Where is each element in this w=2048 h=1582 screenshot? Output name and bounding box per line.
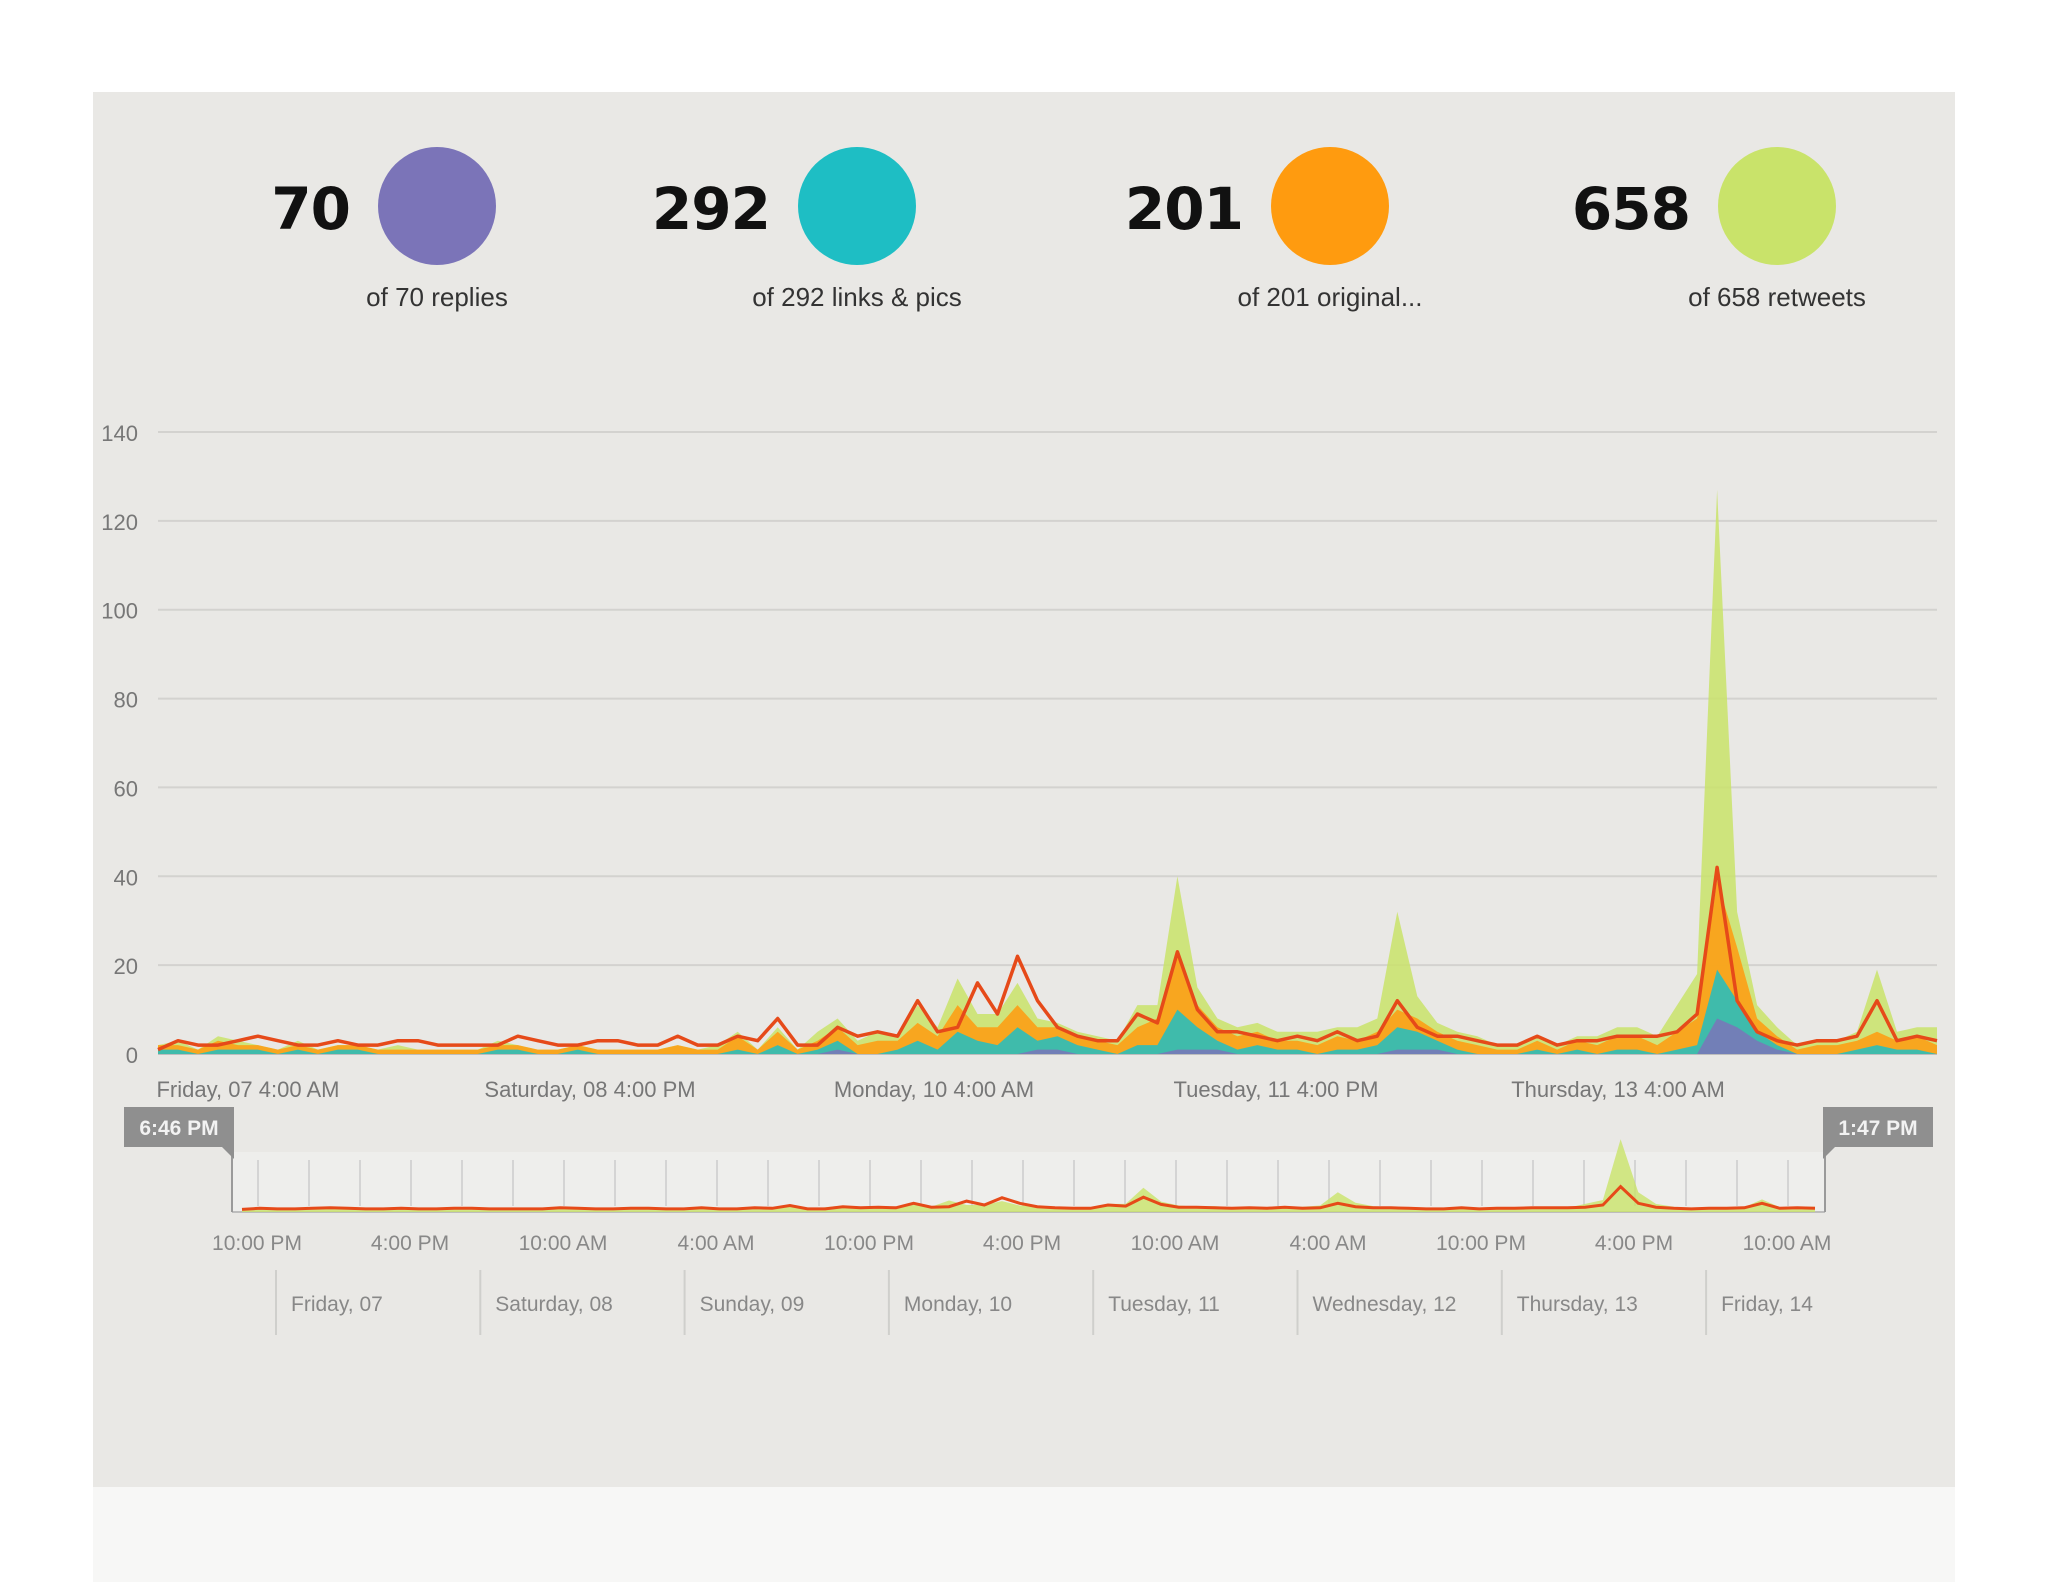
y-tick-label: 100 xyxy=(101,599,138,624)
y-tick-label: 0 xyxy=(126,1043,138,1068)
y-tick-label: 120 xyxy=(101,510,138,535)
stat-caption: of 201 original... xyxy=(1237,282,1423,312)
footer-area xyxy=(93,1487,1955,1582)
y-tick-label: 140 xyxy=(101,421,138,446)
handle-box xyxy=(1823,1107,1933,1147)
area-retweets xyxy=(158,489,1937,1054)
stat-4: 658 of 658 retweets xyxy=(1540,147,1920,337)
navigator-line xyxy=(241,1184,1816,1211)
stat-caption: of 658 retweets xyxy=(1688,282,1866,312)
navigator-time-label: 10:00 AM xyxy=(1743,1232,1832,1255)
x-tick-label: Thursday, 13 4:00 AM xyxy=(1511,1077,1725,1102)
handle-label: 6:46 PM xyxy=(139,1117,218,1140)
y-tick-label: 20 xyxy=(114,954,138,979)
stat-caption: of 70 replies xyxy=(366,282,508,312)
navigator-day-label: Saturday, 08 xyxy=(495,1293,613,1316)
stat-1: 70 of 70 replies xyxy=(200,147,580,337)
y-tick-label: 60 xyxy=(114,776,138,801)
stat-count: 658 xyxy=(1571,175,1691,243)
navigator-start-handle[interactable]: 6:46 PM xyxy=(124,1107,234,1159)
legend-dot[interactable] xyxy=(798,147,916,265)
legend-dot[interactable] xyxy=(378,147,496,265)
area-replies xyxy=(158,1018,1937,1054)
legend-dot[interactable] xyxy=(1718,147,1836,265)
navigator-time-label: 10:00 AM xyxy=(519,1232,608,1255)
y-tick-label: 40 xyxy=(114,865,138,890)
navigator-day-label: Friday, 14 xyxy=(1721,1293,1813,1316)
navigator-day-label: Friday, 07 xyxy=(291,1293,383,1316)
navigator-time-label: 10:00 PM xyxy=(212,1232,302,1255)
navigator-window xyxy=(232,1152,1825,1212)
legend-dot[interactable] xyxy=(1271,147,1389,265)
stat-count: 201 xyxy=(1124,175,1244,243)
x-tick-label: Monday, 10 4:00 AM xyxy=(834,1077,1034,1102)
handle-label: 1:47 PM xyxy=(1838,1117,1917,1140)
stat-count: 292 xyxy=(651,175,771,243)
navigator-day-label: Wednesday, 12 xyxy=(1313,1293,1457,1316)
navigator-time-label: 4:00 PM xyxy=(983,1232,1061,1255)
x-tick-label: Friday, 07 4:00 AM xyxy=(156,1077,339,1102)
navigator-end-handle[interactable]: 1:47 PM xyxy=(1823,1107,1933,1159)
y-tick-label: 80 xyxy=(114,688,138,713)
stat-count: 70 xyxy=(271,175,351,243)
navigator-time-label: 4:00 AM xyxy=(1289,1232,1366,1255)
handle-box xyxy=(124,1107,234,1147)
navigator-time-label: 4:00 AM xyxy=(677,1232,754,1255)
navigator-day-label: Sunday, 09 xyxy=(700,1293,805,1316)
navigator-day-label: Monday, 10 xyxy=(904,1293,1012,1316)
navigator-time-label: 10:00 AM xyxy=(1131,1232,1220,1255)
navigator-time-label: 4:00 PM xyxy=(371,1232,449,1255)
stat-2: 292 of 292 links & pics xyxy=(620,147,1000,337)
x-tick-label: Tuesday, 11 4:00 PM xyxy=(1173,1077,1378,1102)
navigator-area xyxy=(242,1139,1815,1212)
stat-3: 201 of 201 original... xyxy=(1093,147,1473,337)
series-line-total xyxy=(157,865,1938,1052)
handle-pointer xyxy=(1823,1147,1835,1159)
navigator-day-label: Thursday, 13 xyxy=(1517,1293,1638,1316)
stat-caption: of 292 links & pics xyxy=(752,282,962,312)
handle-pointer xyxy=(222,1147,234,1159)
navigator-day-label: Tuesday, 11 xyxy=(1108,1293,1220,1316)
navigator-time-label: 10:00 PM xyxy=(1436,1232,1526,1255)
x-tick-label: Saturday, 08 4:00 PM xyxy=(484,1077,695,1102)
navigator-time-label: 4:00 PM xyxy=(1595,1232,1673,1255)
dashboard-panel xyxy=(93,92,1955,1487)
navigator-time-label: 10:00 PM xyxy=(824,1232,914,1255)
